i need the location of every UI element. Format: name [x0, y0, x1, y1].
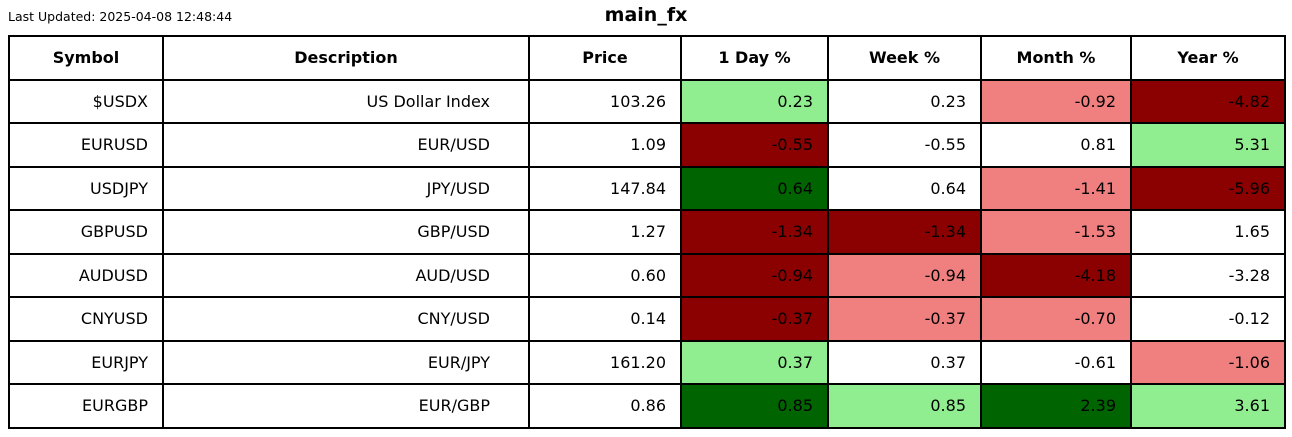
table-row: EURJPY EUR/JPY 161.20 0.37 0.37 -0.61 -1…: [8, 339, 1286, 385]
week-pct-cell: 0.23: [827, 78, 982, 124]
week-pct-cell: -0.94: [827, 252, 982, 298]
month-pct-cell: -0.70: [980, 296, 1132, 342]
description-cell: GBP/USD: [162, 209, 530, 255]
year-pct-cell: 3.61: [1130, 383, 1286, 429]
table-row: EURGBP EUR/GBP 0.86 0.85 0.85 2.39 3.61: [8, 383, 1286, 429]
week-pct-cell: -1.34: [827, 209, 982, 255]
col-header-month: Month %: [980, 35, 1132, 81]
day-pct-cell: 0.85: [680, 383, 829, 429]
day-pct-cell: 0.64: [680, 165, 829, 211]
day-pct-cell: -0.37: [680, 296, 829, 342]
symbol-cell: CNYUSD: [8, 296, 164, 342]
week-pct-cell: 0.85: [827, 383, 982, 429]
description-cell: CNY/USD: [162, 296, 530, 342]
table-row: $USDX US Dollar Index 103.26 0.23 0.23 -…: [8, 78, 1286, 124]
price-cell: 0.14: [528, 296, 682, 342]
price-cell: 1.09: [528, 122, 682, 168]
month-pct-cell: -1.41: [980, 165, 1132, 211]
symbol-cell: EURJPY: [8, 339, 164, 385]
day-pct-cell: -0.94: [680, 252, 829, 298]
col-header-description: Description: [162, 35, 530, 81]
symbol-cell: EURGBP: [8, 383, 164, 429]
description-cell: US Dollar Index: [162, 78, 530, 124]
description-cell: JPY/USD: [162, 165, 530, 211]
month-pct-cell: -4.18: [980, 252, 1132, 298]
symbol-cell: AUDUSD: [8, 252, 164, 298]
description-cell: EUR/JPY: [162, 339, 530, 385]
week-pct-cell: -0.37: [827, 296, 982, 342]
year-pct-cell: -0.12: [1130, 296, 1286, 342]
last-updated-label: Last Updated: 2025-04-08 12:48:44: [8, 9, 233, 24]
fx-table: Symbol Description Price 1 Day % Week % …: [8, 35, 1286, 429]
table-row: GBPUSD GBP/USD 1.27 -1.34 -1.34 -1.53 1.…: [8, 209, 1286, 255]
month-pct-cell: -1.53: [980, 209, 1132, 255]
month-pct-cell: -0.61: [980, 339, 1132, 385]
table-row: USDJPY JPY/USD 147.84 0.64 0.64 -1.41 -5…: [8, 165, 1286, 211]
day-pct-cell: -1.34: [680, 209, 829, 255]
page-title: main_fx: [604, 4, 688, 26]
day-pct-cell: -0.55: [680, 122, 829, 168]
description-cell: AUD/USD: [162, 252, 530, 298]
table-row: AUDUSD AUD/USD 0.60 -0.94 -0.94 -4.18 -3…: [8, 252, 1286, 298]
day-pct-cell: 0.37: [680, 339, 829, 385]
price-cell: 1.27: [528, 209, 682, 255]
price-cell: 103.26: [528, 78, 682, 124]
week-pct-cell: 0.37: [827, 339, 982, 385]
description-cell: EUR/GBP: [162, 383, 530, 429]
price-cell: 0.86: [528, 383, 682, 429]
col-header-1day: 1 Day %: [680, 35, 829, 81]
table-row: CNYUSD CNY/USD 0.14 -0.37 -0.37 -0.70 -0…: [8, 296, 1286, 342]
price-cell: 147.84: [528, 165, 682, 211]
year-pct-cell: -1.06: [1130, 339, 1286, 385]
year-pct-cell: 1.65: [1130, 209, 1286, 255]
week-pct-cell: 0.64: [827, 165, 982, 211]
month-pct-cell: 0.81: [980, 122, 1132, 168]
year-pct-cell: 5.31: [1130, 122, 1286, 168]
header-row: Symbol Description Price 1 Day % Week % …: [8, 35, 1286, 81]
symbol-cell: USDJPY: [8, 165, 164, 211]
year-pct-cell: -5.96: [1130, 165, 1286, 211]
col-header-symbol: Symbol: [8, 35, 164, 81]
symbol-cell: GBPUSD: [8, 209, 164, 255]
description-cell: EUR/USD: [162, 122, 530, 168]
symbol-cell: $USDX: [8, 78, 164, 124]
month-pct-cell: 2.39: [980, 383, 1132, 429]
year-pct-cell: -3.28: [1130, 252, 1286, 298]
col-header-price: Price: [528, 35, 682, 81]
day-pct-cell: 0.23: [680, 78, 829, 124]
price-cell: 161.20: [528, 339, 682, 385]
price-cell: 0.60: [528, 252, 682, 298]
year-pct-cell: -4.82: [1130, 78, 1286, 124]
month-pct-cell: -0.92: [980, 78, 1132, 124]
week-pct-cell: -0.55: [827, 122, 982, 168]
col-header-year: Year %: [1130, 35, 1286, 81]
symbol-cell: EURUSD: [8, 122, 164, 168]
table-row: EURUSD EUR/USD 1.09 -0.55 -0.55 0.81 5.3…: [8, 122, 1286, 168]
col-header-week: Week %: [827, 35, 982, 81]
